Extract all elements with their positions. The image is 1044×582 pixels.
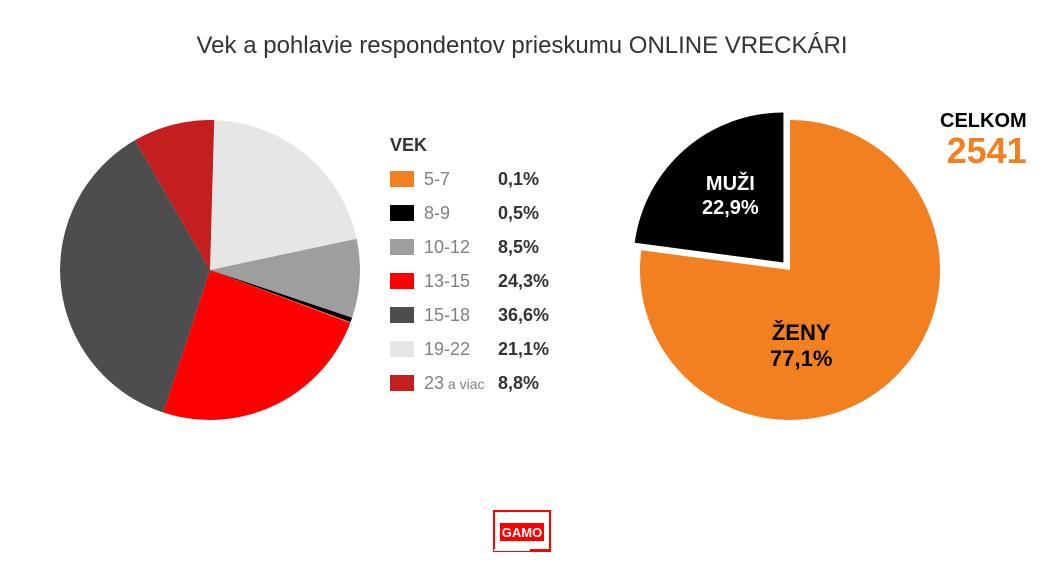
legend-value: 36,6% — [498, 305, 549, 326]
legend-row: 10-128,5% — [390, 234, 549, 260]
gamo-logo: GAMO — [492, 509, 552, 562]
legend-value: 0,5% — [498, 203, 539, 224]
legend-label: 8-9 — [424, 203, 498, 224]
legend-value: 8,8% — [498, 373, 539, 394]
legend-value: 21,1% — [498, 339, 549, 360]
logo-text: GAMO — [502, 525, 542, 540]
legend-label: 10-12 — [424, 237, 498, 258]
legend-value: 24,3% — [498, 271, 549, 292]
legend-swatch — [390, 273, 414, 289]
legend-label: 15-18 — [424, 305, 498, 326]
legend-row: 13-1524,3% — [390, 268, 549, 294]
gender-label-muzi: MUŽI 22,9% — [702, 172, 759, 220]
total-block: CELKOM 2541 — [940, 110, 1027, 169]
legend-swatch — [390, 375, 414, 391]
legend-swatch — [390, 341, 414, 357]
page-title: Vek a pohlavie respondentov prieskumu ON… — [0, 32, 1044, 60]
zeny-pct: 77,1% — [770, 346, 832, 371]
legend-row: 5-70,1% — [390, 166, 549, 192]
zeny-name: ŽENY — [772, 320, 831, 345]
legend-row: 8-90,5% — [390, 200, 549, 226]
gender-pie-chart: MUŽI 22,9% ŽENY 77,1% — [640, 120, 940, 420]
legend-row: 23 a viac8,8% — [390, 370, 549, 396]
age-pie-chart — [60, 120, 360, 420]
muzi-name: MUŽI — [706, 173, 755, 195]
legend-label: 5-7 — [424, 169, 498, 190]
legend-value: 0,1% — [498, 169, 539, 190]
legend-row: 19-2221,1% — [390, 336, 549, 362]
legend-swatch — [390, 239, 414, 255]
legend-row: 15-1836,6% — [390, 302, 549, 328]
legend-title: VEK — [390, 135, 549, 156]
legend-label: 19-22 — [424, 339, 498, 360]
muzi-pct: 22,9% — [702, 197, 759, 219]
legend-label: 13-15 — [424, 271, 498, 292]
legend-swatch — [390, 307, 414, 323]
gender-label-zeny: ŽENY 77,1% — [770, 320, 832, 373]
age-legend: VEK 5-70,1%8-90,5%10-128,5%13-1524,3%15-… — [390, 135, 549, 404]
total-value: 2541 — [940, 133, 1027, 169]
legend-value: 8,5% — [498, 237, 539, 258]
legend-swatch — [390, 205, 414, 221]
legend-swatch — [390, 171, 414, 187]
legend-label: 23 a viac — [424, 373, 498, 394]
